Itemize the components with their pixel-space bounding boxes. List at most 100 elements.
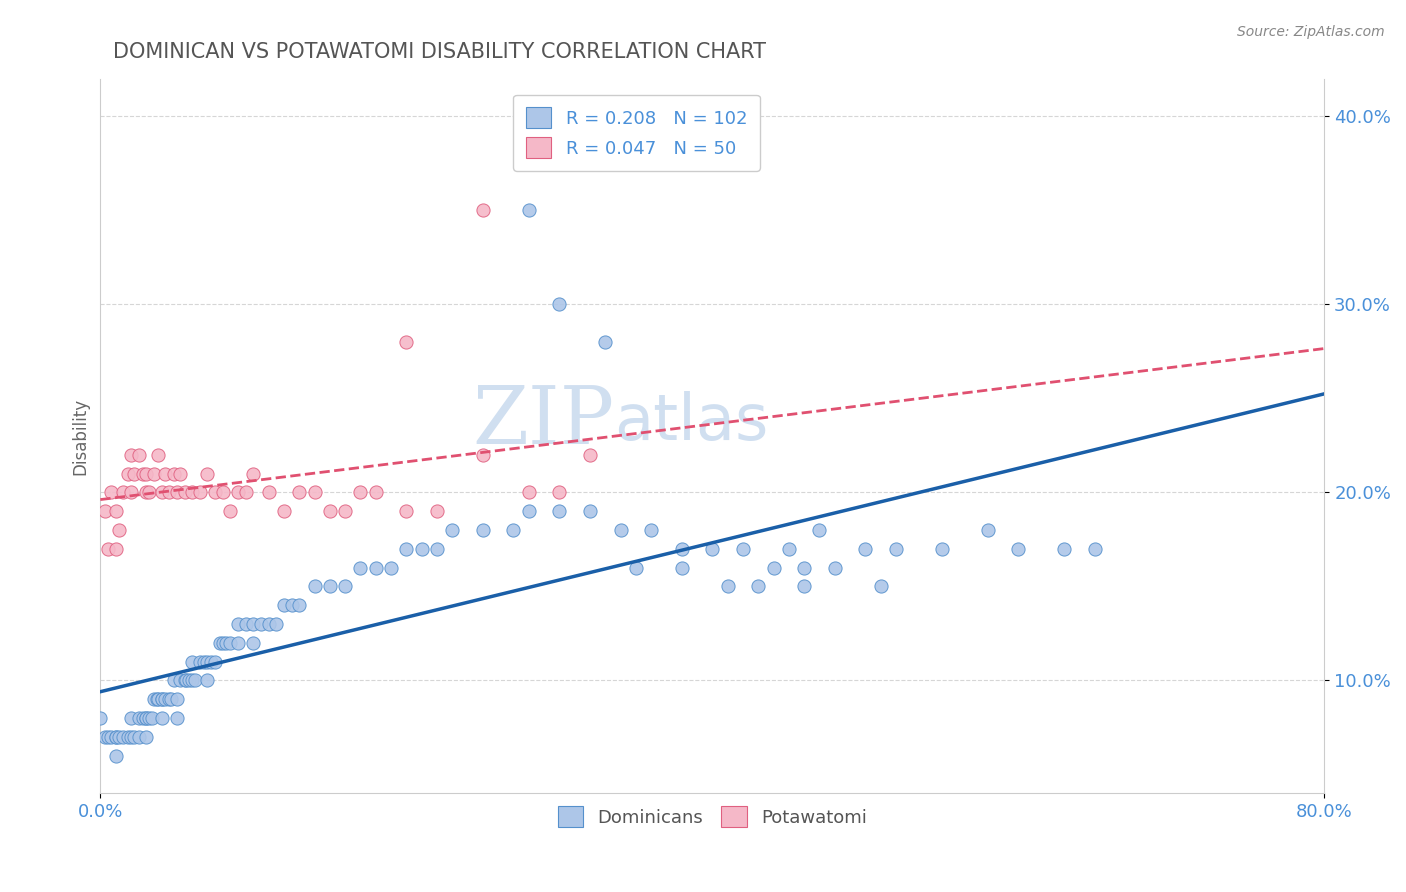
Point (148, 692, 170, 706)
Text: DOMINICAN VS POTAWATOMI DISABILITY CORRELATION CHART: DOMINICAN VS POTAWATOMI DISABILITY CORRE… (112, 42, 766, 62)
Point (204, 655, 226, 669)
Point (288, 485, 311, 500)
Point (97, 730, 120, 744)
Point (471, 448, 494, 462)
Point (166, 485, 188, 500)
Point (349, 560, 371, 574)
Point (94, 504, 117, 518)
Point (184, 673, 207, 688)
Legend: Dominicans, Potawatomi: Dominicans, Potawatomi (551, 799, 875, 834)
Point (717, 579, 740, 593)
Point (579, 448, 602, 462)
Text: ZIP: ZIP (472, 383, 614, 460)
Point (426, 541, 449, 556)
Point (257, 485, 280, 500)
Point (977, 523, 1000, 537)
Point (150, 711, 173, 725)
Point (135, 711, 157, 725)
Point (97, 541, 120, 556)
Point (824, 560, 846, 574)
Point (89, 711, 111, 725)
Point (177, 673, 200, 688)
Point (395, 504, 418, 518)
Point (112, 485, 135, 500)
Point (380, 560, 402, 574)
Point (304, 579, 326, 593)
Point (235, 617, 257, 632)
Point (226, 485, 249, 500)
Point (548, 297, 571, 311)
Point (1007, 541, 1029, 556)
Point (188, 485, 211, 500)
Point (593, 334, 616, 349)
Point (104, 730, 127, 744)
Point (128, 711, 150, 725)
Point (200, 655, 222, 669)
Point (208, 636, 231, 650)
Point (197, 467, 219, 481)
Point (173, 485, 195, 500)
Point (159, 692, 181, 706)
Point (120, 448, 142, 462)
Point (135, 711, 157, 725)
Point (250, 617, 273, 632)
Point (793, 579, 815, 593)
Point (132, 467, 155, 481)
Point (135, 467, 157, 481)
Point (364, 485, 387, 500)
Point (122, 730, 145, 744)
Point (141, 711, 163, 725)
Point (153, 692, 176, 706)
Point (471, 523, 494, 537)
Point (235, 485, 257, 500)
Point (107, 730, 129, 744)
Point (128, 730, 150, 744)
Point (197, 673, 219, 688)
Y-axis label: Disability: Disability (72, 398, 89, 475)
Point (169, 467, 191, 481)
Point (242, 467, 264, 481)
Point (517, 504, 540, 518)
Point (219, 636, 242, 650)
Point (112, 730, 135, 744)
Point (128, 448, 150, 462)
Point (150, 692, 173, 706)
Point (100, 485, 122, 500)
Point (471, 203, 494, 218)
Point (163, 467, 186, 481)
Point (266, 617, 288, 632)
Point (166, 692, 188, 706)
Point (242, 617, 264, 632)
Point (146, 692, 169, 706)
Point (120, 711, 142, 725)
Point (173, 673, 195, 688)
Point (1084, 541, 1107, 556)
Point (869, 579, 891, 593)
Point (104, 730, 127, 744)
Point (319, 504, 342, 518)
Point (762, 560, 785, 574)
Point (142, 467, 165, 481)
Point (94, 730, 117, 744)
Point (793, 560, 815, 574)
Point (166, 711, 188, 725)
Point (197, 655, 219, 669)
Point (226, 617, 249, 632)
Point (120, 730, 142, 744)
Point (333, 579, 356, 593)
Point (640, 523, 662, 537)
Point (211, 636, 233, 650)
Point (273, 599, 295, 613)
Point (193, 655, 215, 669)
Point (181, 655, 204, 669)
Point (395, 541, 418, 556)
Point (148, 448, 170, 462)
Point (150, 692, 173, 706)
Point (174, 673, 197, 688)
Point (1053, 541, 1076, 556)
Point (931, 541, 953, 556)
Point (157, 485, 180, 500)
Point (411, 541, 433, 556)
Point (671, 560, 693, 574)
Text: atlas: atlas (614, 391, 769, 452)
